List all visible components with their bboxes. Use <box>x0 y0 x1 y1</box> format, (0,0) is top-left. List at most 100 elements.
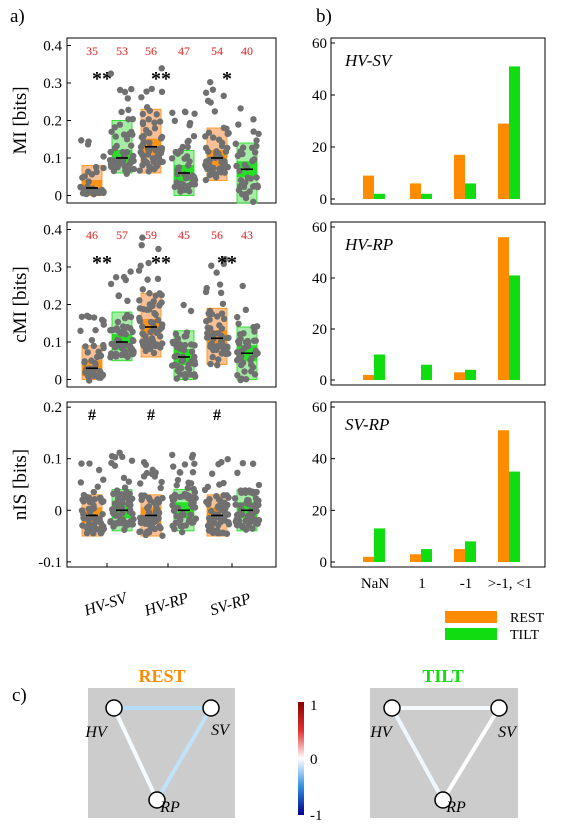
data-point <box>157 344 164 351</box>
data-point <box>244 174 252 181</box>
data-point <box>128 85 135 93</box>
data-point <box>169 497 177 504</box>
data-point <box>252 351 259 358</box>
data-point <box>188 501 195 508</box>
data-point <box>255 501 262 509</box>
data-point <box>112 133 119 140</box>
data-point <box>149 466 156 474</box>
data-point <box>127 268 134 275</box>
data-point <box>191 110 198 117</box>
data-point <box>111 500 119 507</box>
data-point <box>122 341 129 349</box>
data-point <box>114 318 122 326</box>
panel-b-chart-3: 0 20 40 60 SV-RP NaN 1 -1 >-1, <1 <box>312 400 546 592</box>
panel-label-a: a) <box>10 6 25 27</box>
data-point <box>208 262 215 269</box>
bar <box>363 374 374 380</box>
data-point <box>244 339 252 347</box>
data-point <box>189 451 197 459</box>
data-point <box>179 356 187 364</box>
data-point <box>216 481 223 488</box>
bar <box>374 354 385 380</box>
data-point <box>123 522 130 529</box>
data-point <box>136 305 144 312</box>
data-point <box>218 142 226 150</box>
data-point <box>115 292 122 300</box>
y-tick-label: 0 <box>320 555 328 571</box>
data-point <box>203 317 210 325</box>
data-point <box>234 469 241 477</box>
data-point <box>172 330 180 338</box>
data-point <box>234 513 242 521</box>
data-point <box>118 491 125 498</box>
data-point <box>155 509 163 517</box>
data-point <box>146 306 153 313</box>
data-point <box>100 317 107 325</box>
data-point <box>250 198 257 206</box>
data-point <box>232 501 239 508</box>
data-point <box>116 121 124 128</box>
data-point <box>79 522 86 529</box>
data-point <box>120 131 128 138</box>
data-point <box>77 479 85 486</box>
data-point <box>225 129 232 137</box>
data-point <box>178 528 186 536</box>
data-point <box>83 493 91 501</box>
panel-label-c: c) <box>12 685 27 706</box>
data-point <box>242 194 250 202</box>
data-point <box>254 182 261 189</box>
y-axis-label: cMI [bits] <box>10 266 31 343</box>
network-node <box>202 699 220 717</box>
chart-title: HV-RP <box>344 235 393 254</box>
network-node-label: RP <box>445 799 466 816</box>
bar <box>454 372 465 380</box>
data-point <box>80 514 87 522</box>
data-point <box>187 307 195 315</box>
data-point <box>202 288 210 296</box>
data-point <box>153 111 160 118</box>
data-point <box>111 462 119 469</box>
data-point <box>111 124 118 131</box>
data-point <box>130 157 137 165</box>
data-point <box>129 510 136 517</box>
data-point <box>208 340 215 348</box>
y-tick-label: 0 <box>55 189 63 205</box>
data-point <box>174 166 181 174</box>
y-tick-label: 20 <box>312 503 327 519</box>
data-point <box>153 153 161 161</box>
network-edge <box>112 707 159 801</box>
data-point <box>208 521 216 528</box>
data-point <box>190 359 197 366</box>
data-point <box>239 459 247 467</box>
data-point <box>108 452 116 460</box>
data-point <box>180 346 188 354</box>
significance-marker: ** <box>217 252 237 274</box>
colorbar-bar <box>298 702 304 815</box>
data-point <box>245 522 252 529</box>
data-point <box>253 137 260 144</box>
y-tick-label: 0 <box>320 192 328 208</box>
network-edge <box>155 706 213 802</box>
network-rest: REST HV SV RP <box>84 666 235 818</box>
y-axis-label: MI [bits] <box>10 86 31 154</box>
data-point <box>191 489 199 496</box>
group-count: 57 <box>116 228 128 242</box>
data-point <box>158 478 165 486</box>
bar <box>363 175 374 199</box>
data-point <box>109 326 117 334</box>
data-point <box>137 262 144 270</box>
data-point <box>86 460 93 467</box>
data-point <box>151 119 158 126</box>
data-point <box>125 478 133 485</box>
data-point <box>159 494 166 502</box>
data-point <box>244 496 251 504</box>
colorbar-tick-label: 1 <box>310 698 318 714</box>
significance-marker: ** <box>92 252 112 274</box>
y-tick-label: 40 <box>312 452 327 468</box>
data-point <box>77 327 84 335</box>
bar <box>421 193 432 199</box>
panel-a-chart-1: MI [bits] 0 0.1 0.2 0.3 0.4 35 ** 53 56 ** 47 54 * 40 <box>10 37 277 206</box>
data-point <box>183 153 191 160</box>
data-point <box>177 180 184 188</box>
data-point <box>235 320 242 327</box>
